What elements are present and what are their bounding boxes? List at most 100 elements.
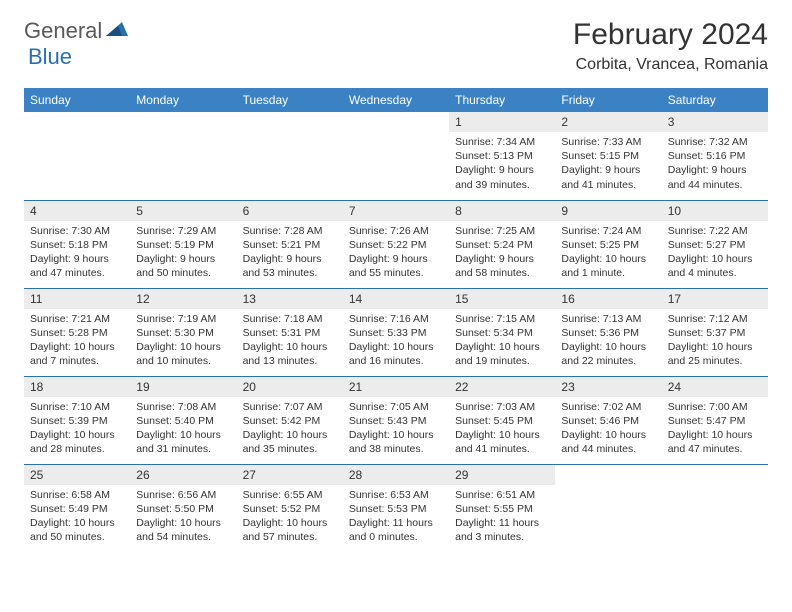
weekday-header: Monday [130,88,236,112]
calendar-cell: 8Sunrise: 7:25 AMSunset: 5:24 PMDaylight… [449,200,555,288]
daylight-text: Daylight: 11 hours and 3 minutes. [455,516,549,544]
sunrise-text: Sunrise: 7:30 AM [30,224,124,238]
sunrise-text: Sunrise: 7:12 AM [668,312,762,326]
sunrise-text: Sunrise: 7:08 AM [136,400,230,414]
day-number: 17 [662,289,768,309]
daylight-text: Daylight: 10 hours and 28 minutes. [30,428,124,456]
day-content: Sunrise: 7:05 AMSunset: 5:43 PMDaylight:… [343,397,449,463]
sunrise-text: Sunrise: 6:56 AM [136,488,230,502]
daylight-text: Daylight: 10 hours and 50 minutes. [30,516,124,544]
calendar-cell: 19 Sunrise: 7:08 AMSunset: 5:40 PMDayligh… [130,376,236,464]
logo-triangle-icon [106,20,128,43]
sunset-text: Sunset: 5:27 PM [668,238,762,252]
sunrise-text: Sunrise: 7:26 AM [349,224,443,238]
calendar-row: 11Sunrise: 7:21 AMSunset: 5:28 PMDayligh… [24,288,768,376]
day-number: 14 [343,289,449,309]
day-number: 2 [555,112,661,132]
day-number: 8 [449,201,555,221]
calendar-cell: 20Sunrise: 7:07 AMSunset: 5:42 PMDayligh… [237,376,343,464]
day-content: Sunrise: 7:28 AMSunset: 5:21 PMDaylight:… [237,221,343,287]
sunrise-text: Sunrise: 7:19 AM [136,312,230,326]
calendar-cell: 18Sunrise: 7:10 AMSunset: 5:39 PMDayligh… [24,376,130,464]
sunset-text: Sunset: 5:22 PM [349,238,443,252]
sunset-text: Sunset: 5:13 PM [455,149,549,163]
day-number: 7 [343,201,449,221]
calendar-cell: 5Sunrise: 7:29 AMSunset: 5:19 PMDaylight… [130,200,236,288]
daylight-text: Daylight: 9 hours and 58 minutes. [455,252,549,280]
day-number: 27 [237,465,343,485]
daylight-text: Daylight: 10 hours and 4 minutes. [668,252,762,280]
day-number: 16 [555,289,661,309]
day-number: 25 [24,465,130,485]
weekday-header: Friday [555,88,661,112]
day-content: Sunrise: 7:33 AMSunset: 5:15 PMDaylight:… [555,132,661,198]
calendar-cell-empty [662,464,768,552]
logo: General [24,18,130,44]
sunrise-text: Sunrise: 7:02 AM [561,400,655,414]
logo-text-general: General [24,18,102,44]
sunset-text: Sunset: 5:53 PM [349,502,443,516]
day-number: 20 [237,377,343,397]
day-content: Sunrise: 7:12 AMSunset: 5:37 PMDaylight:… [662,309,768,375]
day-content: Sunrise: 6:55 AMSunset: 5:52 PMDaylight:… [237,485,343,551]
calendar-cell-empty [24,112,130,200]
sunset-text: Sunset: 5:46 PM [561,414,655,428]
day-content: Sunrise: 7:15 AMSunset: 5:34 PMDaylight:… [449,309,555,375]
sunrise-text: Sunrise: 6:58 AM [30,488,124,502]
calendar-cell: 14Sunrise: 7:16 AMSunset: 5:33 PMDayligh… [343,288,449,376]
daylight-text: Daylight: 9 hours and 39 minutes. [455,163,549,191]
day-content: Sunrise: 7:10 AMSunset: 5:39 PMDaylight:… [24,397,130,463]
calendar-cell: 22Sunrise: 7:03 AMSunset: 5:45 PMDayligh… [449,376,555,464]
daylight-text: Daylight: 10 hours and 22 minutes. [561,340,655,368]
day-content: Sunrise: 7:19 AMSunset: 5:30 PMDaylight:… [130,309,236,375]
weekday-header: Tuesday [237,88,343,112]
day-content: Sunrise: 7:24 AMSunset: 5:25 PMDaylight:… [555,221,661,287]
calendar-cell: 16Sunrise: 7:13 AMSunset: 5:36 PMDayligh… [555,288,661,376]
sunrise-text: Sunrise: 7:32 AM [668,135,762,149]
day-number: 18 [24,377,130,397]
calendar-cell: 11Sunrise: 7:21 AMSunset: 5:28 PMDayligh… [24,288,130,376]
calendar-cell: 17Sunrise: 7:12 AMSunset: 5:37 PMDayligh… [662,288,768,376]
day-number: 11 [24,289,130,309]
daylight-text: Daylight: 10 hours and 31 minutes. [136,428,230,456]
sunset-text: Sunset: 5:37 PM [668,326,762,340]
sunset-text: Sunset: 5:47 PM [668,414,762,428]
day-number: 6 [237,201,343,221]
calendar-cell-empty [130,112,236,200]
day-content: Sunrise: 6:51 AMSunset: 5:55 PMDaylight:… [449,485,555,551]
day-content: Sunrise: 7:32 AMSunset: 5:16 PMDaylight:… [662,132,768,198]
sunset-text: Sunset: 5:45 PM [455,414,549,428]
day-content: Sunrise: 7:34 AMSunset: 5:13 PMDaylight:… [449,132,555,198]
sunset-text: Sunset: 5:40 PM [136,414,230,428]
day-content: Sunrise: 7:25 AMSunset: 5:24 PMDaylight:… [449,221,555,287]
calendar-cell: 28Sunrise: 6:53 AMSunset: 5:53 PMDayligh… [343,464,449,552]
day-number: 1 [449,112,555,132]
daylight-text: Daylight: 10 hours and 38 minutes. [349,428,443,456]
sunset-text: Sunset: 5:34 PM [455,326,549,340]
sunset-text: Sunset: 5:19 PM [136,238,230,252]
calendar-cell-empty [237,112,343,200]
sunset-text: Sunset: 5:24 PM [455,238,549,252]
daylight-text: Daylight: 10 hours and 13 minutes. [243,340,337,368]
daylight-text: Daylight: 10 hours and 54 minutes. [136,516,230,544]
day-content: Sunrise: 7:16 AMSunset: 5:33 PMDaylight:… [343,309,449,375]
day-content: Sunrise: 7:02 AMSunset: 5:46 PMDaylight:… [555,397,661,463]
day-number: 26 [130,465,236,485]
day-number: 12 [130,289,236,309]
weekday-header: Wednesday [343,88,449,112]
calendar-cell: 7Sunrise: 7:26 AMSunset: 5:22 PMDaylight… [343,200,449,288]
daylight-text: Daylight: 10 hours and 41 minutes. [455,428,549,456]
header: General February 2024 Corbita, Vrancea, … [0,0,792,82]
daylight-text: Daylight: 10 hours and 35 minutes. [243,428,337,456]
daylight-text: Daylight: 10 hours and 44 minutes. [561,428,655,456]
location: Corbita, Vrancea, Romania [573,56,768,74]
sunrise-text: Sunrise: 7:33 AM [561,135,655,149]
sunset-text: Sunset: 5:28 PM [30,326,124,340]
day-content: Sunrise: 7:07 AMSunset: 5:42 PMDaylight:… [237,397,343,463]
daylight-text: Daylight: 10 hours and 10 minutes. [136,340,230,368]
day-number: 19 [130,377,236,397]
calendar-row: 18Sunrise: 7:10 AMSunset: 5:39 PMDayligh… [24,376,768,464]
calendar-cell-empty [555,464,661,552]
day-content: Sunrise: 7:26 AMSunset: 5:22 PMDaylight:… [343,221,449,287]
sunrise-text: Sunrise: 7:13 AM [561,312,655,326]
